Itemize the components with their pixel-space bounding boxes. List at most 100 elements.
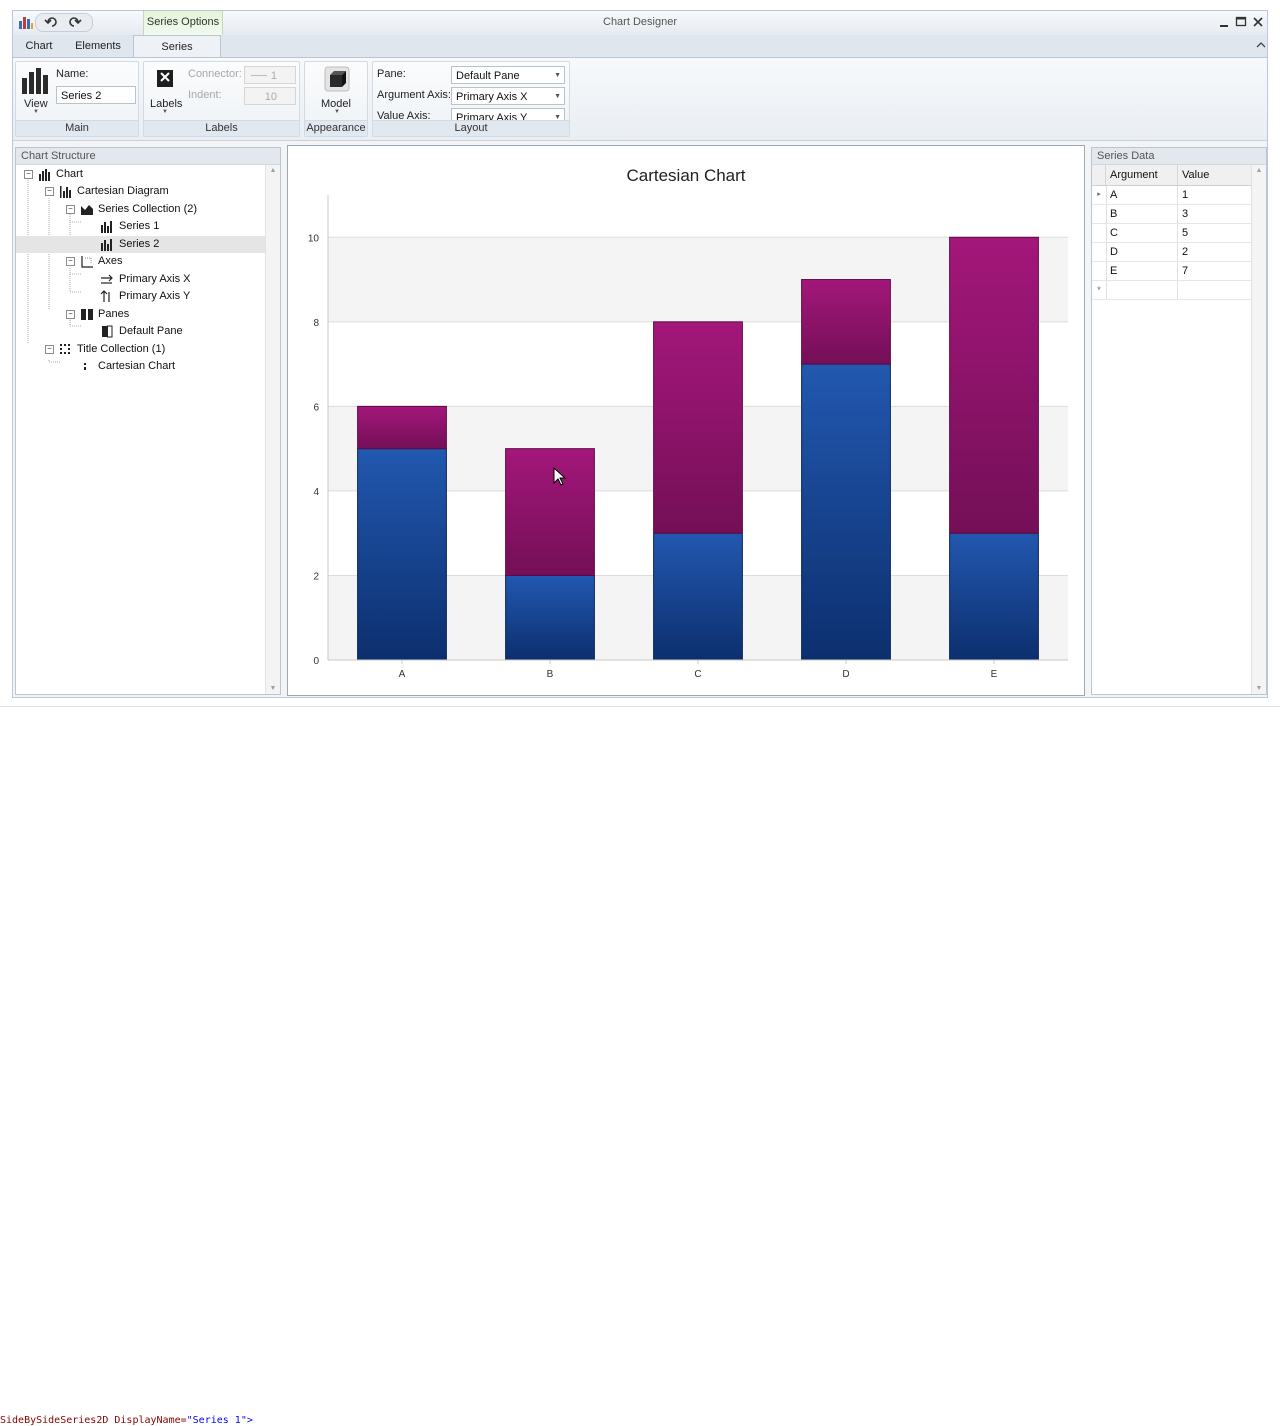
axis-y-icon bbox=[100, 290, 110, 302]
column-header-argument[interactable]: Argument bbox=[1106, 165, 1178, 185]
tree-node-primary-axis-y[interactable]: Primary Axis Y bbox=[16, 288, 266, 305]
collapse-icon[interactable]: − bbox=[45, 345, 54, 354]
ribbon-group-appearance-label: Appearance bbox=[305, 120, 367, 136]
tree-node-cartesian-diagram[interactable]: − Cartesian Diagram bbox=[16, 183, 266, 200]
argument-axis-select[interactable]: Primary Axis X ▼ bbox=[451, 87, 565, 105]
tree-node-label: Chart bbox=[56, 168, 83, 180]
bar-series-1-d[interactable] bbox=[801, 363, 891, 661]
tree-node-default-pane[interactable]: Default Pane bbox=[16, 323, 266, 340]
cell-value[interactable]: 3 bbox=[1178, 205, 1252, 223]
bar-series-2-e[interactable] bbox=[949, 236, 1039, 534]
close-button[interactable] bbox=[1250, 14, 1266, 30]
new-row[interactable]: * bbox=[1092, 281, 1252, 300]
argument-axis-label: Argument Axis: bbox=[377, 89, 451, 101]
connector-length-input[interactable]: 1 bbox=[244, 66, 296, 84]
minimize-button[interactable] bbox=[1216, 14, 1232, 30]
y-tick-label: 8 bbox=[313, 318, 319, 329]
chevron-down-icon: ▼ bbox=[334, 109, 340, 115]
maximize-button[interactable] bbox=[1233, 14, 1249, 30]
cell-argument-new[interactable] bbox=[1106, 281, 1178, 299]
tree-node-label: Primary Axis X bbox=[119, 273, 191, 285]
tree-node-chart[interactable]: − Chart bbox=[16, 166, 266, 183]
pane-select[interactable]: Default Pane ▼ bbox=[451, 66, 565, 84]
chart-preview[interactable]: 0 2 4 6 8 10 A B C D E Cartesian Chart bbox=[287, 145, 1085, 696]
chart-title[interactable]: Cartesian Chart bbox=[626, 166, 745, 185]
grid-row-header-corner bbox=[1092, 165, 1106, 185]
tree-node-series-2[interactable]: Series 2 bbox=[16, 236, 266, 253]
bar-series-2-c[interactable] bbox=[653, 321, 743, 534]
model-button[interactable]: Model ▼ bbox=[309, 64, 365, 120]
collapse-icon[interactable]: − bbox=[45, 187, 54, 196]
labels-button-label: Labels bbox=[150, 98, 183, 110]
cell-argument[interactable]: A bbox=[1106, 186, 1178, 204]
series-data-scrollbar[interactable]: ▲ ▼ bbox=[1251, 165, 1266, 694]
table-row[interactable]: E 7 bbox=[1092, 262, 1252, 281]
tree-node-cartesian-chart-title[interactable]: Cartesian Chart bbox=[16, 358, 266, 375]
table-row[interactable]: C 5 bbox=[1092, 224, 1252, 243]
scroll-up-icon[interactable]: ▲ bbox=[269, 167, 277, 174]
cell-value-new[interactable] bbox=[1178, 281, 1252, 299]
chart-structure-tree: − Chart − Cartesian Diagram − Series Col… bbox=[16, 166, 266, 396]
axes-icon bbox=[81, 256, 93, 268]
bar-series-2-b[interactable] bbox=[505, 448, 595, 576]
tab-series[interactable]: Series bbox=[133, 35, 221, 58]
quick-access-toolbar bbox=[35, 13, 93, 32]
bar-series-1-e[interactable] bbox=[949, 532, 1039, 661]
chart-icon bbox=[39, 169, 50, 181]
tree-node-series-1[interactable]: Series 1 bbox=[16, 218, 266, 235]
cell-value[interactable]: 1 bbox=[1178, 186, 1252, 204]
tree-node-panes[interactable]: − Panes bbox=[16, 306, 266, 323]
labels-button[interactable]: Labels ▼ bbox=[147, 64, 183, 120]
cell-argument[interactable]: D bbox=[1106, 243, 1178, 261]
bar-series-2-a[interactable] bbox=[357, 405, 447, 450]
column-header-value[interactable]: Value bbox=[1178, 165, 1252, 185]
series-data-panel: Series Data Argument Value ▸ A 1 B 3 C 5 bbox=[1091, 147, 1267, 695]
cell-argument[interactable]: B bbox=[1106, 205, 1178, 223]
bar-series-1-c[interactable] bbox=[653, 532, 743, 661]
undo-icon bbox=[44, 17, 57, 27]
table-row[interactable]: ▸ A 1 bbox=[1092, 186, 1252, 205]
tree-node-axes[interactable]: − Axes bbox=[16, 253, 266, 270]
collapse-ribbon-button[interactable] bbox=[1255, 39, 1267, 51]
chart-structure-scrollbar[interactable]: ▲ ▼ bbox=[265, 165, 280, 694]
window-title: Chart Designer bbox=[603, 16, 677, 28]
current-row-indicator-icon: ▸ bbox=[1092, 186, 1107, 204]
scroll-down-icon[interactable]: ▼ bbox=[1255, 685, 1263, 692]
scroll-down-icon[interactable]: ▼ bbox=[269, 685, 277, 692]
tree-node-label: Panes bbox=[98, 308, 130, 320]
scroll-up-icon[interactable]: ▲ bbox=[1255, 167, 1263, 174]
redo-button[interactable] bbox=[66, 14, 82, 30]
collapse-icon[interactable]: − bbox=[24, 170, 33, 179]
undo-button[interactable] bbox=[44, 14, 60, 30]
collapse-icon[interactable]: − bbox=[66, 310, 75, 319]
cell-argument[interactable]: C bbox=[1106, 224, 1178, 242]
cell-value[interactable]: 5 bbox=[1178, 224, 1252, 242]
table-row[interactable]: B 3 bbox=[1092, 205, 1252, 224]
tab-elements[interactable]: Elements bbox=[75, 40, 121, 52]
cell-argument[interactable]: E bbox=[1106, 262, 1178, 280]
tree-node-primary-axis-x[interactable]: Primary Axis X bbox=[16, 271, 266, 288]
tab-chart[interactable]: Chart bbox=[25, 40, 53, 52]
cell-value[interactable]: 7 bbox=[1178, 262, 1252, 280]
table-row[interactable]: D 2 bbox=[1092, 243, 1252, 262]
x-tick-label: E bbox=[991, 669, 998, 680]
bar-series-2-d[interactable] bbox=[801, 279, 891, 365]
view-button[interactable]: View ▼ bbox=[18, 64, 52, 120]
collapse-icon[interactable]: − bbox=[66, 205, 75, 214]
series-name-input[interactable]: Series 2 bbox=[56, 86, 136, 104]
x-tick-label: B bbox=[547, 669, 554, 680]
pane-label: Pane: bbox=[377, 68, 406, 80]
bar-series-1-b[interactable] bbox=[505, 574, 595, 661]
name-label: Name: bbox=[56, 68, 89, 80]
value-axis-label: Value Axis: bbox=[377, 110, 431, 122]
indent-input[interactable]: 10 bbox=[244, 87, 296, 105]
tree-node-series-collection[interactable]: − Series Collection (2) bbox=[16, 201, 266, 218]
bar-series-1-a[interactable] bbox=[357, 448, 447, 661]
y-tick-label: 10 bbox=[308, 233, 320, 244]
connector-value: 1 bbox=[270, 70, 277, 82]
tree-node-title-collection[interactable]: − Title Collection (1) bbox=[16, 341, 266, 358]
y-tick-label: 6 bbox=[313, 402, 319, 413]
collapse-icon[interactable]: − bbox=[66, 257, 75, 266]
cell-value[interactable]: 2 bbox=[1178, 243, 1252, 261]
connector-label: Connector: bbox=[188, 68, 242, 80]
